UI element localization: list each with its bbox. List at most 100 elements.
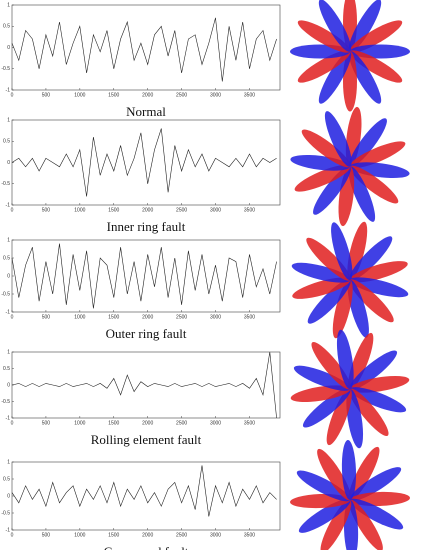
y-tick-label: 0 bbox=[7, 273, 10, 279]
x-tick-label: 1500 bbox=[108, 532, 119, 538]
sdp-petal bbox=[313, 166, 351, 215]
x-tick-label: 2500 bbox=[176, 420, 187, 426]
x-tick-label: 1000 bbox=[74, 420, 85, 426]
sdp-petal bbox=[349, 498, 404, 530]
x-tick-label: 2500 bbox=[176, 207, 187, 213]
x-tick-label: 3000 bbox=[210, 207, 221, 213]
x-tick-label: 2500 bbox=[176, 532, 187, 538]
sdp-petal bbox=[347, 279, 369, 338]
plot-frame bbox=[11, 239, 281, 313]
x-tick-label: 0 bbox=[11, 314, 14, 320]
x-tick-label: 1500 bbox=[108, 92, 119, 98]
panel-caption: Normal bbox=[126, 104, 166, 119]
sdp-petal bbox=[324, 111, 352, 167]
sdp-petal bbox=[341, 440, 357, 501]
sdp-pattern bbox=[290, 0, 410, 112]
sdp-petal bbox=[293, 365, 351, 391]
sdp-petal bbox=[331, 222, 353, 281]
y-tick-label: 0.5 bbox=[3, 476, 10, 482]
y-tick-label: 1 bbox=[7, 349, 10, 355]
x-tick-label: 0 bbox=[11, 207, 14, 213]
x-tick-label: 2000 bbox=[142, 314, 153, 320]
x-tick-label: 500 bbox=[42, 92, 51, 98]
sdp-petal bbox=[349, 20, 403, 53]
x-tick-label: 2000 bbox=[142, 420, 153, 426]
sdp-petal bbox=[348, 166, 376, 222]
sdp-petal bbox=[348, 446, 380, 501]
sdp-petal bbox=[349, 165, 399, 204]
y-tick-label: -0.5 bbox=[1, 291, 10, 297]
sdp-petal bbox=[291, 262, 351, 283]
sdp-pattern bbox=[290, 106, 410, 227]
sdp-petal bbox=[301, 129, 351, 168]
y-tick-label: -0.5 bbox=[1, 510, 10, 516]
x-tick-label: 3000 bbox=[210, 420, 221, 426]
x-tick-label: 3500 bbox=[244, 420, 255, 426]
x-tick-label: 3500 bbox=[244, 532, 255, 538]
sdp-petal bbox=[348, 499, 383, 550]
sdp-petal bbox=[296, 470, 351, 502]
x-tick-label: 1500 bbox=[108, 207, 119, 213]
y-tick-label: -0.5 bbox=[1, 66, 10, 72]
y-tick-label: -0.5 bbox=[1, 399, 10, 405]
sdp-petal bbox=[348, 0, 382, 52]
x-tick-label: 2500 bbox=[176, 314, 187, 320]
sdp-petal bbox=[336, 329, 354, 390]
sdp-petal bbox=[348, 332, 374, 390]
sdp-petal bbox=[294, 164, 351, 192]
x-tick-label: 2000 bbox=[142, 532, 153, 538]
sdp-petal bbox=[349, 387, 407, 413]
sdp-petal bbox=[349, 279, 394, 323]
x-tick-label: 3500 bbox=[244, 314, 255, 320]
sdp-pattern bbox=[291, 221, 409, 339]
sdp-petal bbox=[297, 50, 351, 83]
sdp-petal bbox=[298, 498, 351, 533]
sdp-petal bbox=[349, 261, 408, 283]
x-tick-label: 0 bbox=[11, 532, 14, 538]
y-tick-label: -0.5 bbox=[1, 181, 10, 187]
x-tick-label: 500 bbox=[42, 532, 51, 538]
panel-caption: Compound fault bbox=[104, 544, 189, 550]
sdp-petal bbox=[348, 51, 382, 104]
y-tick-label: -1 bbox=[6, 309, 11, 315]
y-tick-label: 0 bbox=[7, 493, 10, 499]
signal-line bbox=[11, 351, 277, 419]
y-tick-label: 1 bbox=[7, 237, 10, 243]
panel-caption: Inner ring fault bbox=[107, 219, 186, 234]
sdp-petal bbox=[332, 279, 353, 339]
sdp-petal bbox=[307, 279, 351, 324]
sdp-petal bbox=[318, 51, 352, 104]
y-tick-label: 0 bbox=[7, 382, 10, 388]
sdp-petal bbox=[320, 499, 352, 550]
x-tick-label: 3500 bbox=[244, 92, 255, 98]
y-tick-label: -1 bbox=[6, 87, 11, 93]
y-tick-label: 0 bbox=[7, 45, 10, 51]
x-tick-label: 500 bbox=[42, 314, 51, 320]
sdp-petal bbox=[349, 277, 409, 298]
y-tick-label: 0.5 bbox=[3, 24, 10, 30]
signal-line bbox=[11, 243, 277, 309]
x-tick-label: 1500 bbox=[108, 420, 119, 426]
x-tick-label: 0 bbox=[11, 92, 14, 98]
x-tick-label: 500 bbox=[42, 207, 51, 213]
y-tick-label: 1 bbox=[7, 459, 10, 465]
x-tick-label: 1000 bbox=[74, 532, 85, 538]
sdp-petal bbox=[349, 118, 387, 167]
y-tick-label: 0.5 bbox=[3, 139, 10, 145]
x-tick-label: 2500 bbox=[176, 92, 187, 98]
sdp-petal bbox=[297, 20, 351, 53]
sdp-pattern bbox=[290, 329, 410, 449]
sdp-petal bbox=[349, 467, 402, 502]
y-tick-label: 0 bbox=[7, 160, 10, 166]
x-tick-label: 3000 bbox=[210, 532, 221, 538]
x-tick-label: 0 bbox=[11, 420, 14, 426]
sdp-petal bbox=[302, 388, 351, 428]
x-tick-label: 3000 bbox=[210, 92, 221, 98]
y-tick-label: -1 bbox=[6, 527, 11, 533]
sdp-petal bbox=[349, 236, 393, 281]
sdp-petal bbox=[292, 277, 351, 299]
sdp-petal bbox=[349, 141, 406, 169]
y-tick-label: 0.5 bbox=[3, 366, 10, 372]
y-tick-label: -1 bbox=[6, 202, 11, 208]
